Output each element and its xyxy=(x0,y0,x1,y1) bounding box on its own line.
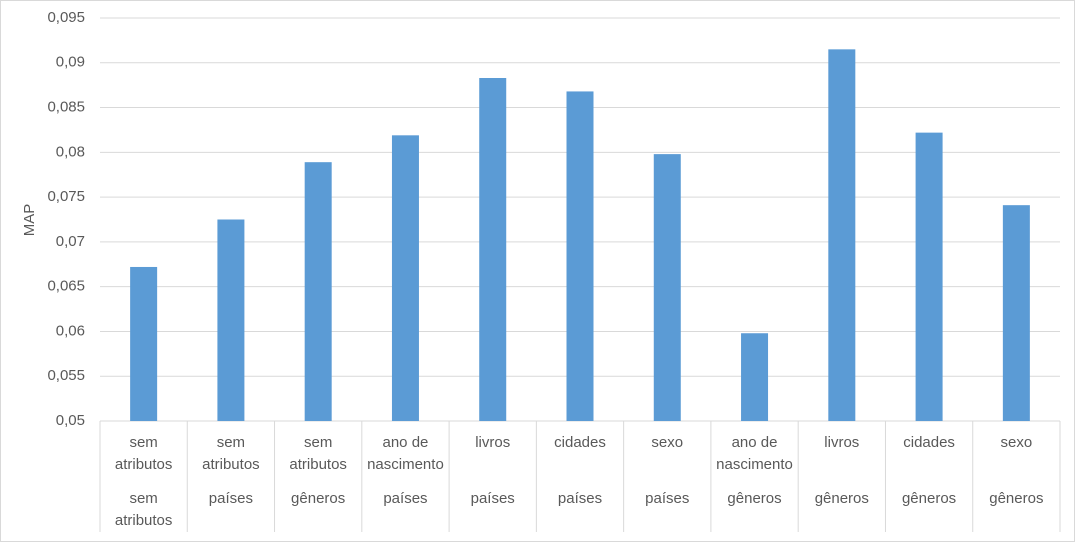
bar xyxy=(391,135,419,421)
y-tick-label: 0,08 xyxy=(56,143,85,160)
y-axis-title: MAP xyxy=(21,204,38,237)
x-tick-label: ano de nascimento xyxy=(716,434,793,473)
x-group-label: países xyxy=(645,490,690,507)
bar xyxy=(653,154,681,421)
x-group-label: gêneros xyxy=(727,490,782,507)
bar xyxy=(130,266,158,421)
x-tick-label: cidades xyxy=(554,434,606,451)
y-tick-label: 0,075 xyxy=(47,188,85,205)
x-group-label: países xyxy=(470,490,515,507)
y-tick-label: 0,065 xyxy=(47,278,85,295)
y-tick-label: 0,055 xyxy=(47,367,85,384)
x-group-label: países xyxy=(208,490,253,507)
x-group-label: países xyxy=(383,490,428,507)
x-tick-label: sem atributos xyxy=(289,434,347,473)
x-group-label: gêneros xyxy=(989,490,1044,507)
x-group-label: sem atributos xyxy=(114,490,173,529)
x-tick-label: livros xyxy=(475,434,511,451)
x-tick-label: livros xyxy=(824,434,860,451)
bar xyxy=(915,132,943,421)
y-tick-label: 0,085 xyxy=(47,99,85,116)
x-tick-label: cidades xyxy=(903,434,955,451)
y-tick-label: 0,06 xyxy=(56,322,85,339)
x-group-label: gêneros xyxy=(291,490,346,507)
x-group-label: países xyxy=(557,490,603,507)
x-group-label: gêneros xyxy=(901,490,957,507)
bar xyxy=(304,162,332,421)
y-tick-label: 0,095 xyxy=(47,9,85,26)
y-tick-label: 0,05 xyxy=(56,412,85,429)
x-tick-label: sem atributos xyxy=(114,434,173,473)
y-tick-label: 0,09 xyxy=(56,54,85,71)
x-tick-label: sem atributos xyxy=(202,434,260,473)
bar xyxy=(566,91,594,422)
bar xyxy=(217,219,245,421)
y-tick-label: 0,07 xyxy=(56,233,85,250)
bar xyxy=(479,78,507,421)
x-tick-label: sexo xyxy=(651,434,684,451)
bar xyxy=(1002,205,1030,421)
x-group-label: gêneros xyxy=(814,490,869,507)
bar xyxy=(741,333,769,421)
x-tick-label: sexo xyxy=(1000,434,1033,451)
x-tick-label: ano de nascimento xyxy=(367,434,444,473)
bar xyxy=(828,49,856,421)
